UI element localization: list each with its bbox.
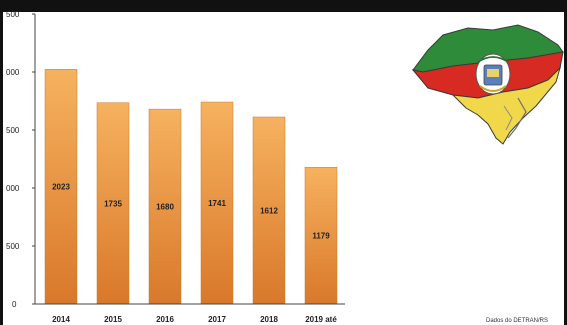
right-border [564, 0, 567, 325]
top-border [0, 0, 567, 12]
y-tick-label: 500 [6, 10, 20, 19]
bar-2016 [148, 108, 182, 305]
bar-value-label: 1179 [312, 232, 330, 241]
x-tick-label: 2019 até [305, 315, 337, 324]
left-border [0, 0, 3, 325]
y-tick-label: 0 [12, 300, 17, 309]
bar-2018 [252, 116, 286, 305]
rio-grande-do-sul-flag-map-icon [411, 24, 564, 145]
y-tick-label: 500 [6, 242, 20, 251]
x-tick-label: 2018 [260, 315, 278, 324]
y-tick-label: 000 [6, 68, 20, 77]
x-tick-label: 2016 [156, 315, 174, 324]
bar-value-label: 1735 [104, 199, 122, 208]
bar-value-label: 1612 [260, 207, 278, 216]
bar-2019-até [304, 166, 338, 305]
x-tick-label: 2015 [104, 315, 122, 324]
bar-value-label: 1680 [156, 203, 174, 212]
y-tick-label: 500 [6, 126, 20, 135]
y-tick-label: 000 [6, 184, 20, 193]
x-tick-label: 2014 [52, 315, 70, 324]
bar-2017 [200, 101, 234, 305]
source-note: Dados do DETRAN/RS [486, 318, 549, 324]
x-tick-label: 2017 [208, 315, 226, 324]
bar-value-label: 2023 [52, 183, 70, 192]
bar-2014 [44, 69, 78, 305]
bar-value-label: 1741 [208, 199, 226, 208]
